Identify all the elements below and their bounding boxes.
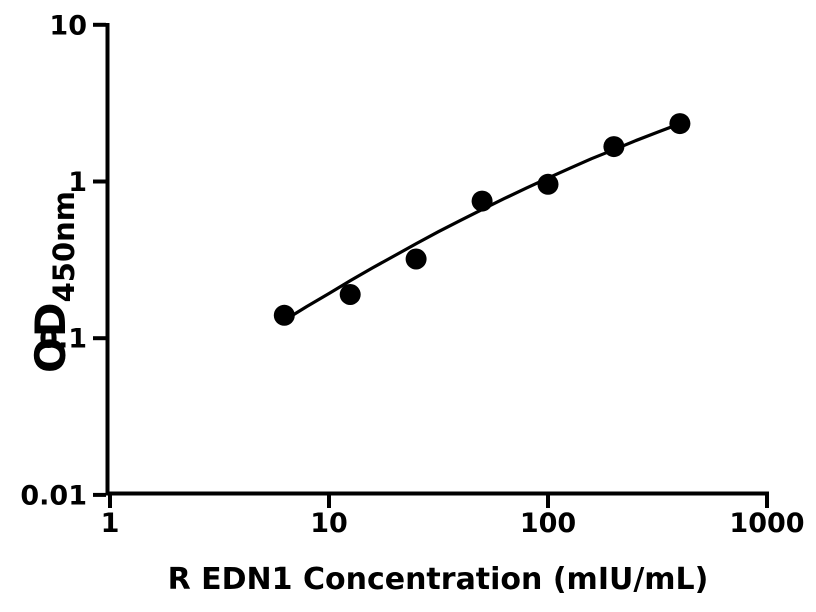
x-axis-title: R EDN1 Concentration (mIU/mL) xyxy=(167,562,709,597)
x-tick-label: 100 xyxy=(520,508,576,539)
y-tick-label: 1 xyxy=(68,167,87,198)
data-point-marker xyxy=(537,173,559,195)
x-tick-label: 1000 xyxy=(729,508,804,539)
data-point-marker xyxy=(339,284,361,305)
x-tick-label: 10 xyxy=(310,508,348,539)
y-tick-label: 10 xyxy=(49,10,87,41)
y-axis-title: OD450nm xyxy=(26,191,81,373)
y-tick-label: 0.1 xyxy=(39,324,87,355)
data-point-marker xyxy=(471,190,493,212)
y-tick-label: 0.01 xyxy=(20,480,87,511)
data-point-marker xyxy=(603,136,625,158)
x-tick-label: 1 xyxy=(101,508,120,539)
y-axis-title-subscript: 450nm xyxy=(47,191,81,303)
y-axis-title-main: OD xyxy=(26,302,75,373)
data-point-marker xyxy=(669,113,691,135)
data-point-marker xyxy=(273,304,295,326)
data-point-marker xyxy=(405,248,427,270)
